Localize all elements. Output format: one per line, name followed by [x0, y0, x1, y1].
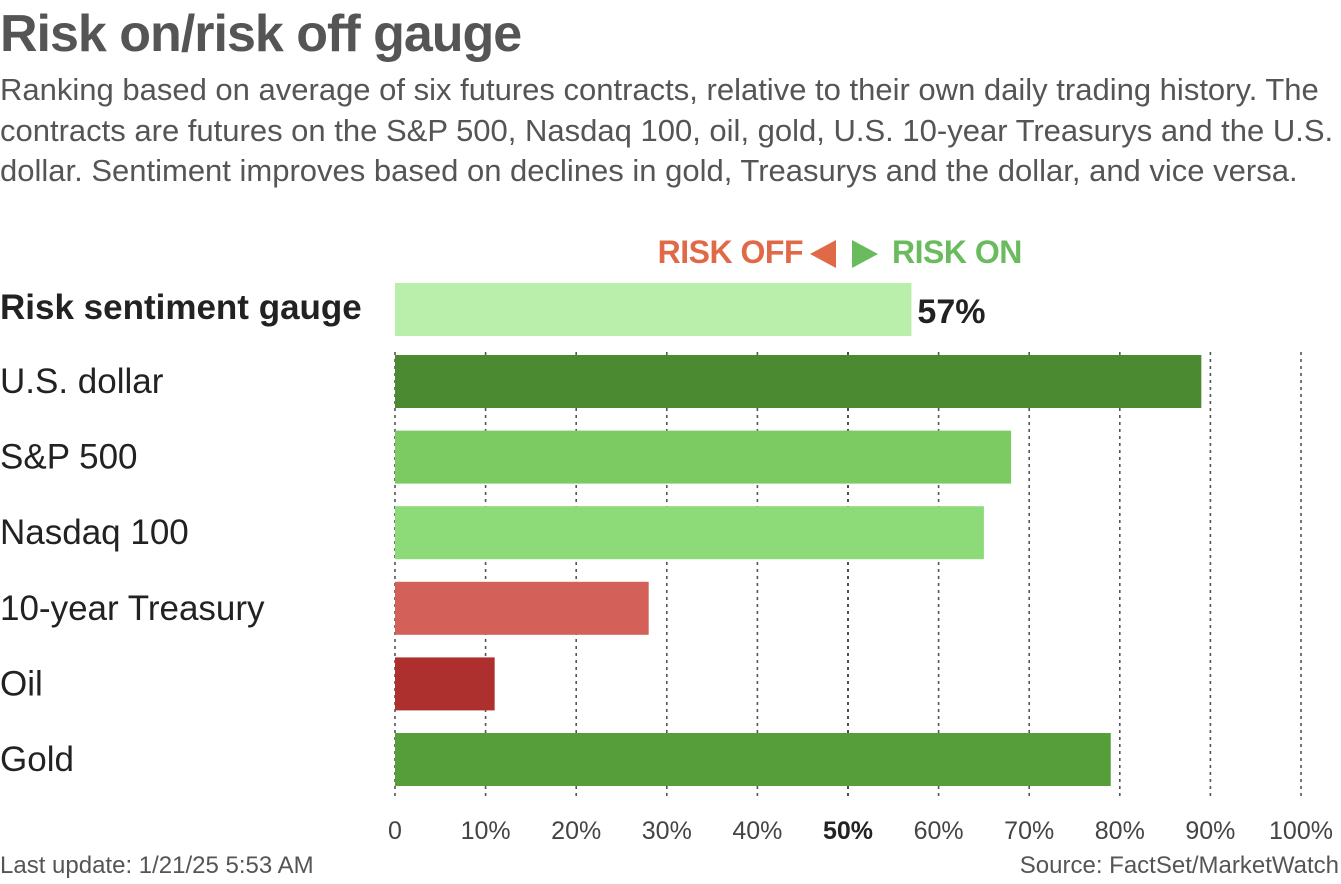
source-text: Source: FactSet/MarketWatch — [1019, 852, 1339, 879]
bar — [395, 733, 1111, 786]
category-label: S&P 500 — [0, 438, 138, 477]
last-update-text: Last update: 1/21/25 5:53 AM — [0, 852, 314, 879]
x-tick-label: 0 — [388, 817, 402, 845]
x-tick-label: 30% — [642, 817, 692, 845]
category-label: Gold — [0, 740, 74, 779]
gauge-bar — [395, 283, 912, 336]
x-tick-label: 50% — [823, 817, 873, 845]
chart-subtitle: Ranking based on average of six futures … — [0, 72, 1334, 188]
bar — [395, 657, 495, 711]
x-tick-label: 70% — [1004, 817, 1054, 845]
left-arrow-icon — [810, 240, 836, 268]
gauge-value-label: 57% — [917, 293, 985, 331]
category-label: U.S. dollar — [0, 362, 164, 401]
bar — [395, 430, 1012, 484]
x-tick-label: 90% — [1185, 817, 1235, 845]
x-tick-label: 100% — [1269, 817, 1333, 845]
risk-legend: RISK OFF RISK ON — [0, 232, 1341, 274]
risk-off-label: RISK OFF — [657, 234, 804, 270]
right-arrow-icon — [852, 240, 878, 268]
x-tick-label: 10% — [461, 817, 511, 845]
chart-title: Risk on/risk off gauge — [0, 5, 522, 63]
x-tick-label: 80% — [1095, 817, 1145, 845]
x-tick-label: 20% — [551, 817, 601, 845]
x-tick-label: 60% — [914, 817, 964, 845]
bar — [395, 355, 1202, 408]
bar — [395, 506, 984, 560]
gauge-label: Risk sentiment gauge — [0, 288, 362, 327]
category-label: Nasdaq 100 — [0, 513, 189, 552]
risk-on-label: RISK ON — [892, 234, 1022, 270]
bar — [395, 581, 649, 635]
category-label: 10-year Treasury — [0, 589, 265, 628]
x-tick-label: 40% — [732, 817, 782, 845]
category-label: Oil — [0, 664, 43, 703]
